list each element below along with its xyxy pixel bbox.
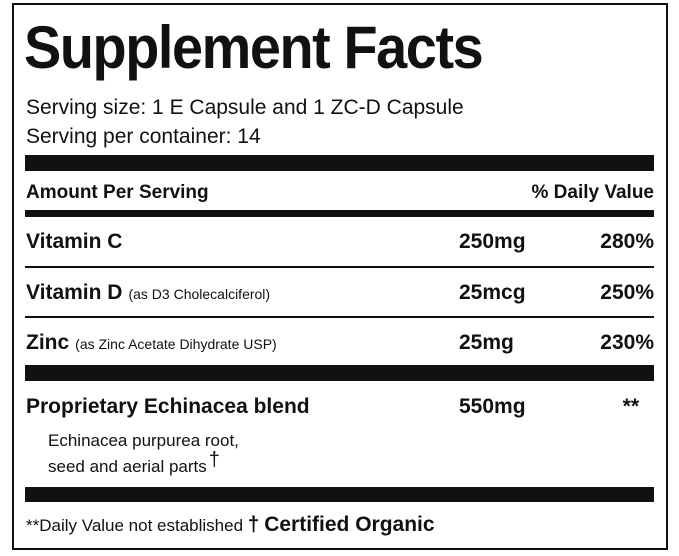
blend-name: Proprietary Echinacea blend <box>26 395 310 418</box>
organic-mark: † <box>208 449 220 471</box>
amount: 250mg <box>459 230 526 253</box>
divider <box>25 487 654 502</box>
divider <box>25 316 654 318</box>
footnote: **Daily Value not established † Certifie… <box>26 514 435 535</box>
nutrient: Zinc <box>26 331 70 354</box>
nutrient-note: (as Zinc Acetate Dihydrate USP) <box>75 336 277 352</box>
label-frame <box>12 3 668 550</box>
divider <box>25 210 654 217</box>
daily-value: 280% <box>600 230 654 253</box>
blend-description: Echinacea purpurea root, <box>48 431 239 450</box>
servings-per-container: Serving per container: 14 <box>26 125 261 148</box>
serving-size: Serving size: 1 E Capsule and 1 ZC-D Cap… <box>26 96 464 119</box>
blend-amount: 550mg <box>459 395 526 418</box>
amount: 25mcg <box>459 281 526 304</box>
daily-value: 230% <box>600 331 654 354</box>
title: Supplement Facts <box>24 14 484 81</box>
amount: 25mg <box>459 331 514 354</box>
nutrient-name: Zinc (as Zinc Acetate Dihydrate USP) <box>26 332 277 353</box>
nutrient-note: (as D3 Cholecalciferol) <box>128 286 271 302</box>
daily-value-note: **Daily Value not established <box>26 516 244 535</box>
blend-daily-value: ** <box>622 395 639 418</box>
divider <box>25 365 654 381</box>
daily-value: 250% <box>600 281 654 304</box>
organic-mark: † <box>247 513 260 536</box>
nutrient: Vitamin C <box>26 230 123 253</box>
daily-value-header: % Daily Value <box>531 182 654 203</box>
blend-description: seed and aerial parts † <box>48 450 220 476</box>
nutrient-name: Vitamin C <box>26 231 122 252</box>
nutrient: Vitamin D <box>26 281 123 304</box>
blend-description-text: seed and aerial parts <box>48 457 207 476</box>
nutrient-name: Vitamin D (as D3 Cholecalciferol) <box>26 282 270 303</box>
certified-organic: Certified Organic <box>264 513 435 536</box>
divider <box>25 155 654 171</box>
amount-header: Amount Per Serving <box>26 182 209 203</box>
divider <box>25 266 654 268</box>
